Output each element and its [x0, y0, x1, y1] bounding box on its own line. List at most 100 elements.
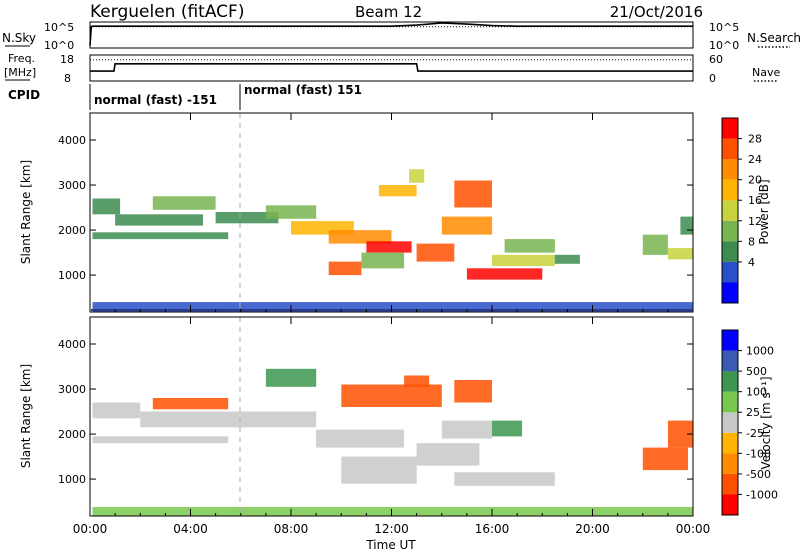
colorbar-swatch — [722, 282, 738, 303]
nsky-panel: N.Sky N.Search 10^5 10^0 10^5 10^0 — [2, 21, 800, 52]
heatmap-cell — [441, 420, 493, 439]
freq-trace — [90, 62, 693, 72]
heatmap-cell — [92, 507, 693, 516]
velocity-colorbar: 1000 500 100 25 -25 -100 -500 -1000 — [721, 329, 778, 516]
colorbar-swatch — [722, 432, 738, 454]
velocity-y-label: Slant Range [km] — [19, 364, 33, 468]
heatmap-cell — [409, 169, 425, 183]
nsky-right-tick-top: 10^5 — [709, 21, 739, 34]
freq-panel: Freq. [MHz] 18 8 60 0 Nave — [4, 52, 780, 85]
power-x-ticks — [89, 113, 694, 312]
power-panel: 1000 2000 3000 4000 Slant Range [km] 28 24 20… — [19, 112, 771, 313]
nave-label: Nave — [752, 66, 780, 79]
x-tick-label: 16:00 — [475, 522, 510, 536]
x-tick-label: 20:00 — [575, 522, 610, 536]
y-tick-label: 3000 — [58, 179, 86, 192]
colorbar-swatch — [722, 412, 738, 433]
freq-right-tick-bottom: 0 — [709, 72, 716, 85]
colorbar-swatch — [722, 494, 738, 515]
velocity-y-axis: 1000 2000 3000 4000 — [58, 338, 693, 486]
power-frame — [89, 112, 694, 313]
x-tick-label: 08:00 — [274, 522, 309, 536]
colorbar-tick-label: 12 — [748, 215, 762, 228]
heatmap-cell — [92, 402, 141, 419]
colorbar-swatch — [722, 453, 738, 474]
power-heatmap-cells — [92, 169, 693, 312]
heatmap-cell — [92, 302, 693, 312]
cpid-segment-1: normal (fast) -151 — [94, 93, 217, 107]
y-tick-label: 1000 — [58, 269, 86, 282]
colorbar-tick-label: 100 — [746, 386, 767, 399]
y-tick-label: 1000 — [58, 473, 86, 486]
heatmap-cell — [680, 216, 693, 235]
nsky-right-tick-bottom: 10^0 — [709, 39, 739, 52]
heatmap-cell — [215, 212, 279, 224]
heatmap-cell — [328, 261, 362, 276]
heatmap-cell — [404, 375, 430, 387]
velocity-panel: 1000 2000 3000 4000 00:00 04:00 08:00 12:00 16:… — [19, 316, 778, 552]
colorbar-frame — [721, 117, 739, 304]
colorbar-tick-label: -25 — [746, 427, 764, 440]
heatmap-cell — [642, 447, 688, 471]
power-y-axis: 1000 2000 3000 4000 — [58, 134, 693, 282]
y-tick-label: 2000 — [58, 224, 86, 237]
cpid-label: CPID — [8, 88, 40, 102]
colorbar-swatch — [722, 350, 738, 372]
heatmap-cell — [316, 429, 404, 448]
colorbar-tick-label: -100 — [746, 447, 771, 460]
cpid-panel: CPID normal (fast) -151 normal (fast) 15… — [8, 83, 362, 110]
x-tick-label: 00:00 — [73, 522, 108, 536]
colorbar-tick-label: -500 — [746, 468, 771, 481]
freq-right-tick-top: 60 — [709, 53, 723, 66]
colorbar-tick-label: 20 — [748, 174, 762, 187]
colorbar-swatch — [722, 118, 738, 139]
colorbar-swatch — [722, 371, 738, 392]
colorbar-swatch — [722, 138, 738, 160]
heatmap-cell — [454, 180, 492, 208]
colorbar-tick-label: 25 — [746, 406, 760, 419]
heatmap-cell — [554, 254, 580, 264]
station-title: Kerguelen (fitACF) — [90, 2, 244, 22]
y-tick-label: 4000 — [58, 338, 86, 351]
date-title: 21/Oct/2016 — [610, 3, 703, 21]
nsky-left-tick-top: 10^5 — [44, 21, 74, 34]
nsky-trace — [89, 22, 693, 46]
heatmap-cell — [366, 241, 412, 253]
heatmap-cell — [265, 368, 317, 387]
heatmap-cell — [416, 243, 455, 262]
heatmap-cell — [504, 239, 555, 253]
heatmap-cell — [140, 411, 317, 428]
heatmap-cell — [92, 232, 229, 240]
colorbar-swatch — [722, 200, 738, 221]
colorbar-tick-label: 4 — [748, 256, 755, 269]
heatmap-cell — [378, 185, 417, 197]
freq-unit: [MHz] — [4, 66, 36, 79]
colorbar-tick-label: 1000 — [746, 345, 774, 358]
colorbar-tick-label: 16 — [748, 194, 762, 207]
y-tick-label: 3000 — [58, 383, 86, 396]
freq-left-tick-bottom: 8 — [64, 72, 71, 85]
colorbar-swatch — [722, 261, 738, 283]
heatmap-cell — [152, 196, 216, 210]
heatmap-cell — [152, 398, 229, 410]
heatmap-cell — [341, 384, 442, 407]
freq-frame — [89, 54, 694, 82]
nsky-right-label: N.Search — [747, 31, 800, 45]
x-tick-label: 00:00 — [676, 522, 711, 536]
x-tick-label: 04:00 — [173, 522, 208, 536]
velocity-colorbar-label: Velocity [m s⁻¹] — [759, 376, 773, 469]
colorbar-tick-label: 24 — [748, 153, 762, 166]
colorbar-frame — [721, 329, 739, 516]
nsky-left-label: N.Sky — [2, 31, 36, 45]
heatmap-cell — [265, 205, 317, 219]
velocity-heatmap-cells — [92, 368, 693, 516]
time-axis-label: Time UT — [365, 538, 416, 552]
colorbar-swatch — [722, 330, 738, 351]
power-colorbar-label: Power [dB] — [757, 179, 771, 244]
heatmap-cell — [416, 443, 480, 466]
colorbar-tick-label: -1000 — [746, 488, 778, 501]
y-tick-label: 4000 — [58, 134, 86, 147]
colorbar-swatch — [722, 159, 738, 180]
power-y-label: Slant Range [km] — [19, 160, 33, 264]
